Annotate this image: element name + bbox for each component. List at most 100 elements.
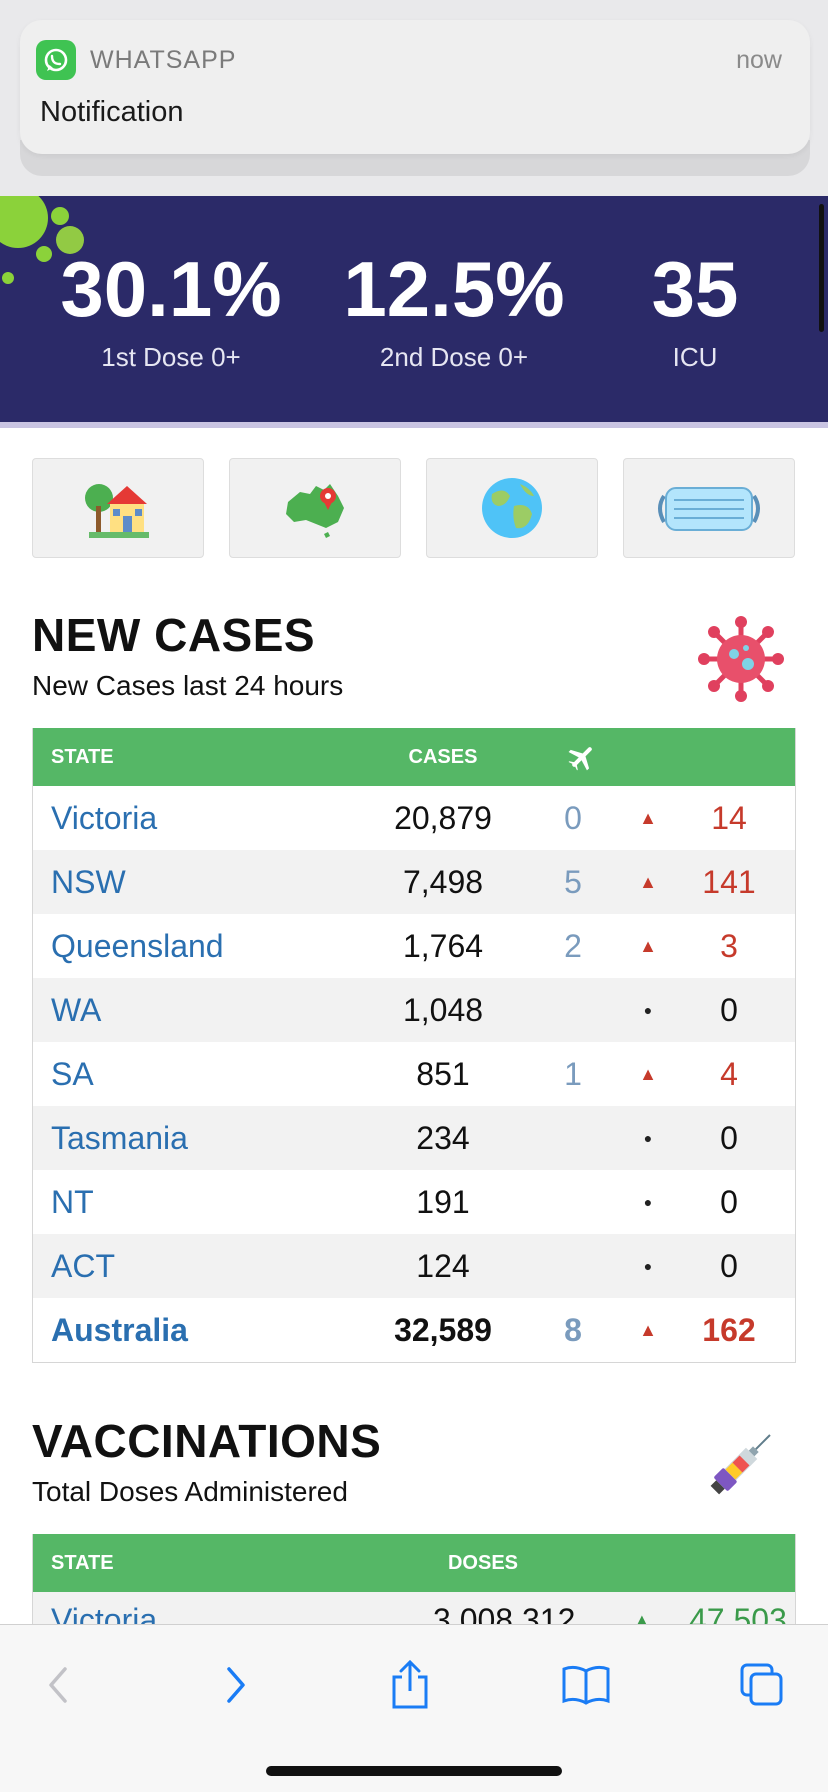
state-link[interactable]: WA <box>51 992 102 1028</box>
world-button[interactable] <box>426 458 598 558</box>
home-indicator[interactable] <box>266 1766 562 1776</box>
banner-divider <box>0 422 828 428</box>
total-row[interactable]: Australia 32,589 8 ▲ 162 <box>33 1298 795 1362</box>
house-icon <box>85 484 149 538</box>
stat-label: 1st Dose 0+ <box>101 342 241 372</box>
share-button[interactable] <box>380 1655 440 1715</box>
table-row[interactable]: NSW 7,498 5 ▲ 141 <box>33 850 795 914</box>
back-icon <box>49 1667 67 1703</box>
change-value: 162 <box>702 1312 756 1348</box>
change-value: 0 <box>720 1184 738 1220</box>
state-link[interactable]: SA <box>51 1056 94 1092</box>
notification-time: now <box>736 46 782 74</box>
state-link[interactable]: Victoria <box>51 1602 158 1624</box>
cases-value: 234 <box>416 1120 470 1156</box>
scrollbar[interactable] <box>819 204 824 332</box>
syringe-icon <box>710 1434 771 1495</box>
table-row[interactable]: ACT 124 ● 0 <box>33 1234 795 1298</box>
no-change-dot-icon: ● <box>643 1258 653 1274</box>
table-row[interactable]: Victoria 3,008,312 ▲ 47,503 <box>33 1592 795 1624</box>
cases-value: 32,589 <box>394 1312 492 1348</box>
tabs-button[interactable] <box>732 1655 792 1715</box>
stat-label: ICU <box>672 342 718 372</box>
no-change-dot-icon: ● <box>643 1194 653 1210</box>
bookmarks-button[interactable] <box>556 1655 616 1715</box>
header-state: STATE <box>51 1552 114 1574</box>
state-link[interactable]: Queensland <box>51 928 224 964</box>
table-header: STATE DOSES <box>33 1534 795 1592</box>
state-link[interactable]: Victoria <box>51 800 158 836</box>
change-value: 3 <box>720 928 738 964</box>
stat-value: 35 <box>651 245 739 333</box>
change-value: 0 <box>720 1120 738 1156</box>
forward-button[interactable] <box>206 1655 266 1715</box>
forward-icon <box>227 1667 245 1703</box>
table-row[interactable]: SA 851 1 ▲ 4 <box>33 1042 795 1106</box>
virus-decoration-icon <box>0 196 84 284</box>
table-row[interactable]: Tasmania 234 ● 0 <box>33 1106 795 1170</box>
australia-button[interactable] <box>229 458 401 558</box>
stat-value: 30.1% <box>60 245 282 333</box>
overseas-cases-value <box>553 1170 593 1234</box>
cases-value: 124 <box>416 1248 470 1284</box>
home-button[interactable] <box>32 458 204 558</box>
tabs-icon <box>740 1663 783 1706</box>
state-link[interactable]: NT <box>51 1184 94 1220</box>
cases-value: 851 <box>416 1056 470 1092</box>
overseas-cases-value <box>553 1234 593 1298</box>
increase-arrow-icon: ▲ <box>639 808 657 828</box>
mask-button[interactable] <box>623 458 795 558</box>
doses-value: 3,008,312 <box>433 1602 576 1624</box>
cases-value: 1,048 <box>402 992 484 1028</box>
state-link[interactable]: ACT <box>51 1248 115 1284</box>
notification-body: Notification <box>40 96 184 128</box>
stat-value: 12.5% <box>343 245 565 333</box>
overseas-cases-value: 5 <box>564 864 582 900</box>
table-row[interactable]: Queensland 1,764 2 ▲ 3 <box>33 914 795 978</box>
change-value: 4 <box>720 1056 738 1092</box>
whatsapp-notification[interactable]: WHATSAPP now Notification <box>20 20 810 154</box>
new-cases-table: STATE CASES Victoria 20,879 0 ▲ 14 NSW 7,498 5 ▲… <box>32 728 796 1363</box>
change-value: 141 <box>702 864 756 900</box>
australia-map-icon <box>286 484 344 538</box>
vaccinations-table: STATE DOSES Victoria 3,008,312 ▲ 47,503 <box>32 1534 796 1624</box>
share-icon <box>392 1659 428 1709</box>
header-state: STATE <box>51 746 114 768</box>
state-link[interactable]: Tasmania <box>51 1120 188 1156</box>
change-value: 0 <box>720 1248 738 1284</box>
table-row[interactable]: NT 191 ● 0 <box>33 1170 795 1234</box>
stat-label: 2nd Dose 0+ <box>379 342 529 372</box>
increase-arrow-icon: ▲ <box>639 936 657 956</box>
cases-value: 7,498 <box>402 864 484 900</box>
stat-first-dose: 30.1% 1st Dose 0+ <box>56 250 286 373</box>
browser-toolbar <box>0 1624 828 1792</box>
bookmarks-icon <box>562 1665 610 1705</box>
state-link[interactable]: NSW <box>51 864 126 900</box>
header-cases: CASES <box>408 746 478 768</box>
overseas-cases-value: 2 <box>564 928 582 964</box>
overseas-cases-value <box>553 978 593 1042</box>
increase-arrow-icon: ▲ <box>639 1064 657 1084</box>
plane-icon <box>568 747 592 771</box>
table-row[interactable]: WA 1,048 ● 0 <box>33 978 795 1042</box>
change-value: 0 <box>720 992 738 1028</box>
no-change-dot-icon: ● <box>643 1130 653 1146</box>
table-header: STATE CASES <box>33 728 795 786</box>
new-cases-subtitle: New Cases last 24 hours <box>32 670 344 701</box>
stats-banner: 30.1% 1st Dose 0+ 12.5% 2nd Dose 0+ 35 I… <box>0 196 828 428</box>
doses-change: 47,503 <box>689 1602 787 1624</box>
back-button[interactable] <box>28 1655 88 1715</box>
cases-value: 20,879 <box>394 800 492 836</box>
notification-area: WHATSAPP now Notification <box>0 0 828 196</box>
change-value: 14 <box>711 800 747 836</box>
header-doses: DOSES <box>447 1552 519 1574</box>
table-row[interactable]: Victoria 20,879 0 ▲ 14 <box>33 786 795 850</box>
stat-second-dose: 12.5% 2nd Dose 0+ <box>338 250 570 373</box>
new-cases-title: NEW CASES <box>32 609 316 661</box>
vaccinations-title: VACCINATIONS <box>32 1415 382 1467</box>
state-link[interactable]: Australia <box>51 1312 188 1348</box>
cases-value: 1,764 <box>402 928 484 964</box>
vaccinations-subtitle: Total Doses Administered <box>32 1476 348 1507</box>
face-mask-icon <box>658 487 760 531</box>
increase-arrow-icon: ▲ <box>639 1320 657 1340</box>
